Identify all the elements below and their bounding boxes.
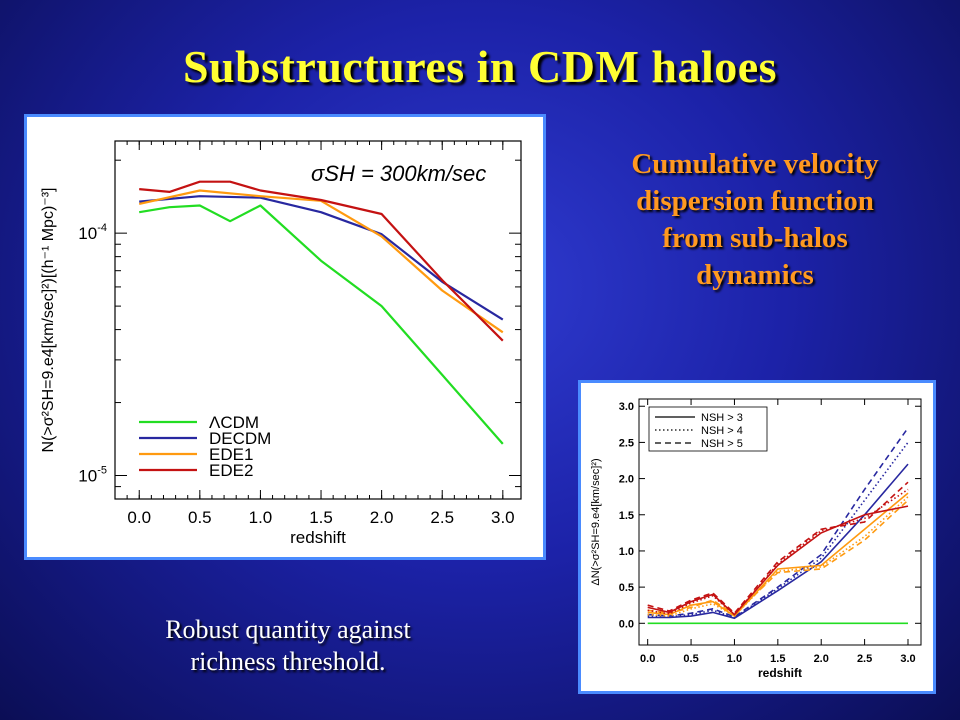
series-line-1 <box>647 463 909 620</box>
x-tick-label: 2.0 <box>814 653 829 665</box>
difference-chart-panel: 0.0 0.5 1.0 1.5 2.0 2.5 3.0 0.0 0.5 1.0 1.5 2.0 2.5 3… <box>578 380 936 694</box>
x-tick-label: 1.5 <box>309 508 333 527</box>
series-line-1 <box>139 195 504 321</box>
x-axis-label: redshift <box>290 528 346 547</box>
series-line-5 <box>647 496 909 618</box>
velocity-function-chart: 0.0 0.5 1.0 1.5 2.0 2.5 3.0 10-4 10-5 redshift N(>… <box>40 140 522 547</box>
x-tick-label: 0.5 <box>188 508 212 527</box>
series-line-4 <box>647 492 909 618</box>
x-tick-label: 0.5 <box>683 653 698 665</box>
description-line: from sub-halos <box>662 222 848 254</box>
slide-title: Substructures in CDM haloes <box>182 41 778 92</box>
legend-label: EDE2 <box>209 461 253 480</box>
series-line-7 <box>647 505 909 616</box>
difference-chart: 0.0 0.5 1.0 1.5 2.0 2.5 3.0 0.0 0.5 1.0 1.5 2.0 2.5 3… <box>590 398 922 680</box>
y-axis-label: N(>σ²SH=9.e4[km/sec]²)[(h⁻¹ Mpc)⁻³] <box>40 187 57 452</box>
legend-label: NSH > 4 <box>701 425 743 437</box>
y-tick-label: 2.5 <box>619 437 634 449</box>
description-line: dispersion function <box>636 185 874 217</box>
series-line-2 <box>647 441 909 619</box>
x-tick-label: 2.0 <box>370 508 394 527</box>
legend-label: NSH > 5 <box>701 438 743 450</box>
description-line: dynamics <box>696 259 814 291</box>
chart-description: Cumulative velocity dispersion function … <box>575 146 935 294</box>
y-tick-label: 10-5 <box>78 465 107 486</box>
series-line-3 <box>139 180 504 342</box>
x-tick-label: 0.0 <box>127 508 151 527</box>
x-axis-label: redshift <box>758 666 802 680</box>
x-tick-label: 0.0 <box>640 653 655 665</box>
y-tick-label: 3.0 <box>619 401 634 413</box>
y-tick-label: 10-4 <box>78 222 107 243</box>
y-axis-label: ΔN(>σ²SH=9.e4[km/sec]²) <box>590 458 602 585</box>
x-tick-label: 1.5 <box>770 653 785 665</box>
x-tick-label: 2.5 <box>430 508 454 527</box>
y-tick-label: 1.0 <box>619 546 634 558</box>
chart-annotation: σSH = 300km/sec <box>311 161 486 186</box>
x-tick-label: 2.5 <box>857 653 872 665</box>
y-tick-label: 1.5 <box>619 510 634 522</box>
velocity-function-chart-panel: 0.0 0.5 1.0 1.5 2.0 2.5 3.0 10-4 10-5 redshift N(>… <box>24 114 546 560</box>
legend-box <box>648 406 768 452</box>
x-tick-label: 3.0 <box>491 508 515 527</box>
legend-label: ΛCDM <box>209 413 259 432</box>
series-line-0 <box>139 204 504 445</box>
legend-label: DECDM <box>209 429 271 448</box>
x-tick-label: 1.0 <box>727 653 742 665</box>
y-tick-label: 0.5 <box>619 582 634 594</box>
plot-frame <box>114 140 522 500</box>
description-line: Cumulative velocity <box>631 148 879 180</box>
y-tick-label: 0.0 <box>619 618 634 630</box>
series-line-9 <box>647 481 909 615</box>
note-line: Robust quantity against <box>165 615 411 644</box>
y-tick-label: 2.0 <box>619 474 634 486</box>
note-line: richness threshold. <box>190 647 386 676</box>
x-tick-label: 3.0 <box>900 653 915 665</box>
plot-frame <box>638 398 922 646</box>
robustness-note: Robust quantity against richness thresho… <box>108 614 468 678</box>
legend-label: NSH > 3 <box>701 412 743 424</box>
x-tick-label: 1.0 <box>249 508 273 527</box>
series-line-8 <box>647 488 909 616</box>
legend-label: EDE1 <box>209 445 253 464</box>
